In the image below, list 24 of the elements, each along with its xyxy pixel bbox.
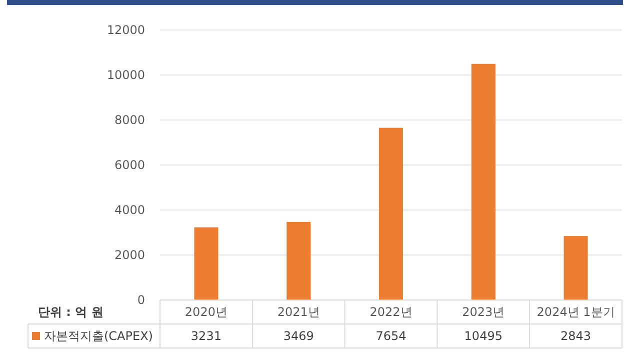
x-tick-label: 2021년 bbox=[277, 305, 320, 320]
data-label: 10495 bbox=[464, 329, 502, 344]
y-tick-label: 10000 bbox=[106, 68, 145, 82]
y-tick-label: 8000 bbox=[114, 113, 145, 128]
y-tick-label: 12000 bbox=[106, 23, 145, 38]
data-label: 7654 bbox=[376, 329, 406, 344]
data-label: 3231 bbox=[190, 329, 222, 344]
bar bbox=[471, 64, 496, 300]
bar bbox=[564, 236, 588, 300]
bar bbox=[194, 227, 218, 300]
data-label: 3469 bbox=[283, 329, 314, 344]
x-tick-label: 2020년 bbox=[184, 305, 228, 320]
y-tick-label: 6000 bbox=[114, 158, 145, 172]
y-tick-label: 2000 bbox=[114, 248, 145, 262]
x-tick-label: 2023년 bbox=[462, 305, 505, 320]
x-tick-label: 2022년 bbox=[370, 305, 412, 320]
y-tick-label: 4000 bbox=[114, 203, 145, 218]
y-tick-label: 0 bbox=[137, 293, 145, 308]
legend-label: 자본적지출(CAPEX) bbox=[44, 329, 153, 344]
bar bbox=[286, 222, 311, 300]
data-label: 2843 bbox=[560, 329, 592, 344]
text: 단위 : 억 원 bbox=[38, 305, 104, 320]
bar bbox=[378, 128, 404, 300]
x-tick-label: 2024년 1분기 bbox=[536, 305, 615, 320]
